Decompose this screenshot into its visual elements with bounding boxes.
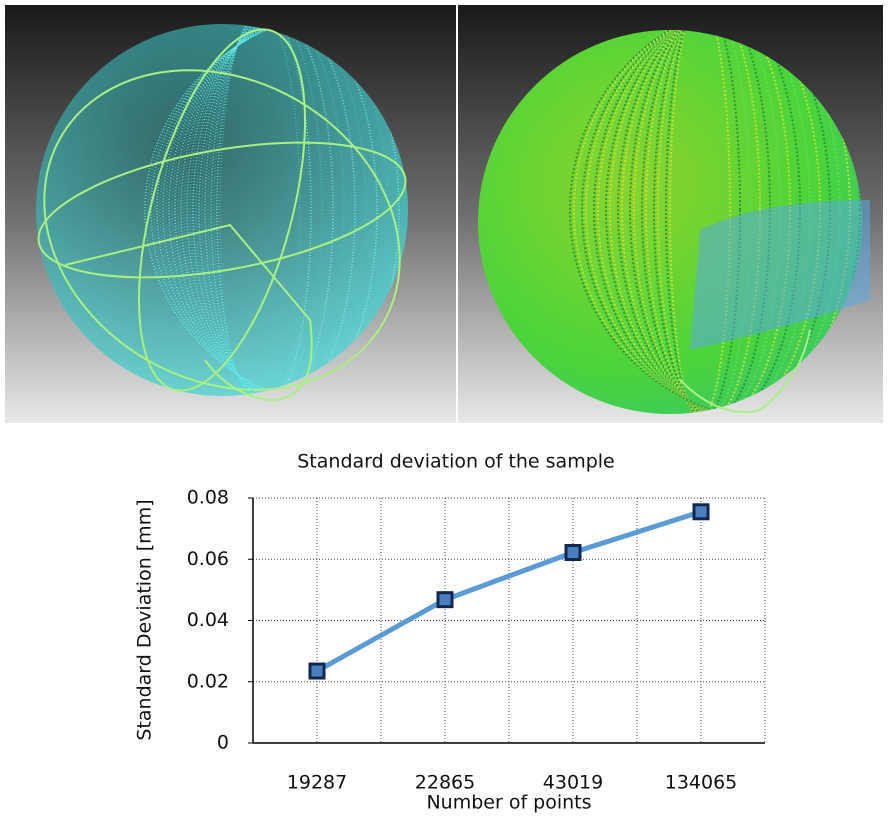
x-tick-label: 43019 — [543, 772, 603, 794]
page: Standard deviation of the sample Standar… — [0, 0, 888, 816]
x-tick-label: 19287 — [287, 772, 347, 794]
y-tick-label: 0.02 — [187, 670, 229, 692]
point-cloud-images — [0, 0, 888, 453]
point-marker — [438, 593, 452, 607]
y-axis-label: Standard Deviation [mm] — [134, 499, 156, 740]
y-tick-label: 0.06 — [187, 548, 229, 570]
chart: 0 0.02 0.04 0.06 0.08 19287 22865 43019 134065 — [187, 487, 765, 794]
chart-title: Standard deviation of the sample — [297, 451, 614, 473]
y-tick-label: 0.04 — [187, 609, 229, 631]
point-marker — [310, 664, 324, 678]
point-marker — [694, 505, 708, 519]
x-tick-label: 134065 — [665, 772, 738, 794]
x-axis-label: Number of points — [426, 792, 591, 814]
y-tick-label: 0 — [217, 732, 229, 754]
x-tick-label: 22865 — [415, 772, 475, 794]
y-tick-label: 0.08 — [187, 487, 229, 509]
point-marker — [566, 546, 580, 560]
